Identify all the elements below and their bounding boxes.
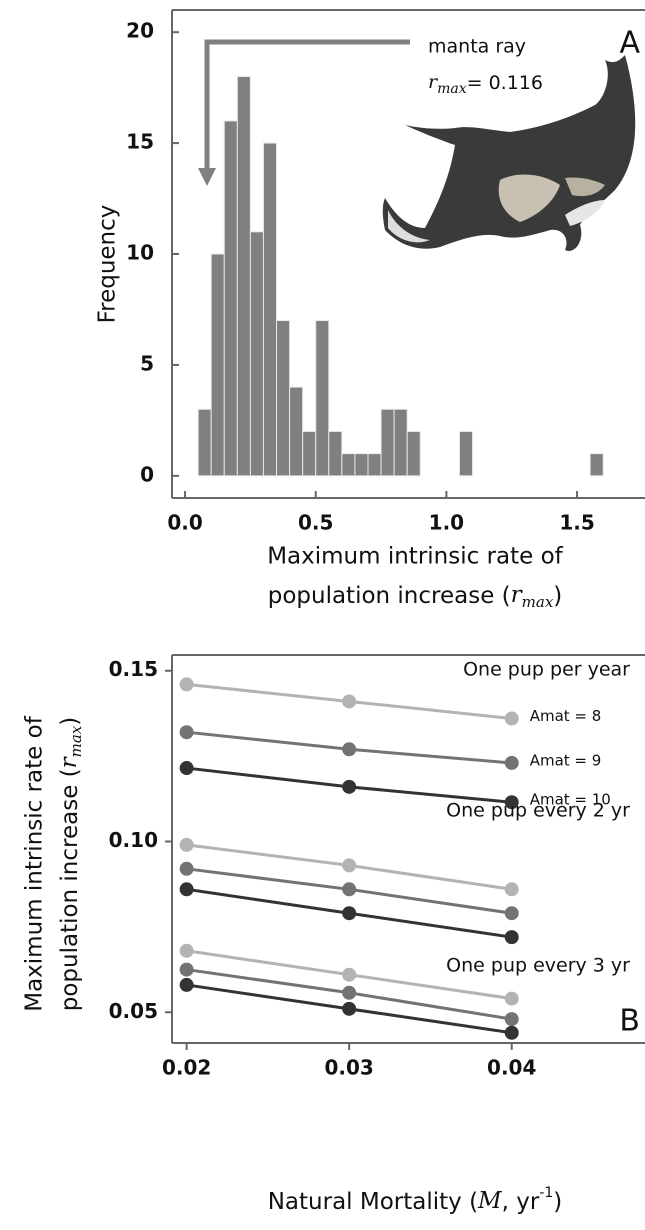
annotation-symbol: r [428, 71, 439, 93]
x-axis-label-part: ) [553, 1189, 562, 1215]
series-point [342, 858, 357, 873]
annotation-text: = 0.116 [467, 72, 543, 94]
y-tick-label: 10 [126, 241, 154, 265]
x-axis-label-end: ) [553, 583, 562, 609]
histogram-bar [328, 430, 343, 477]
x-axis-label: Natural Mortality (M, yr-1) [268, 1185, 563, 1215]
series-point [179, 962, 194, 977]
series-point [504, 882, 519, 897]
y-tick-label: 0.15 [109, 657, 158, 681]
series-point [179, 837, 194, 852]
manta-ray-illustration [382, 55, 636, 251]
y-axis-label: Frequency [95, 205, 121, 324]
series-point [179, 882, 194, 897]
x-axis-label-symbol: r [511, 582, 524, 608]
annotation-subscript: max [437, 81, 467, 97]
y-tick-label: 0 [140, 462, 154, 486]
series-label: Amat = 10 [530, 791, 611, 809]
series-point [342, 985, 357, 1000]
series-point [342, 906, 357, 921]
y-tick-label: 15 [126, 130, 154, 154]
histogram-bar [406, 430, 421, 477]
y-tick-label: 5 [140, 351, 154, 375]
group-label: One pup every 3 yr [446, 955, 630, 977]
series-point [179, 943, 194, 958]
series-point [342, 967, 357, 982]
series-point [179, 861, 194, 876]
histogram-bar [458, 430, 474, 477]
series-point [179, 677, 194, 692]
series-point [504, 991, 519, 1006]
annotation-value: rmax= 0.116 [428, 71, 543, 97]
series-label: Amat = 9 [530, 751, 602, 769]
x-tick-label: 0.5 [298, 511, 333, 535]
x-axis-label: population increase (rmax) [268, 582, 563, 611]
annotation-label: manta ray [428, 36, 526, 58]
y-axis-label-text: population increase ( [57, 768, 83, 1011]
x-axis-label-part: -1 [539, 1185, 553, 1201]
series-point [179, 725, 194, 740]
histogram-bar [380, 408, 395, 477]
y-axis-label-symbol: r [56, 755, 82, 768]
series-point [504, 1012, 519, 1027]
histogram-bar [223, 120, 238, 477]
group-label: One pup per year [463, 659, 630, 681]
series-point [179, 761, 194, 776]
panel-letter: B [619, 1004, 640, 1039]
histogram-bar [262, 142, 278, 477]
series-label: Amat = 8 [530, 707, 602, 725]
histogram-bar [276, 320, 291, 477]
group-label: One pup every 2 yr [446, 800, 630, 822]
x-tick-label: 1.5 [559, 511, 594, 535]
x-tick-label: 0.04 [487, 1056, 536, 1080]
x-axis-label-subscript: max [522, 593, 554, 611]
x-axis-label-part: , yr [502, 1189, 540, 1215]
y-tick-label: 0.05 [109, 999, 158, 1023]
series-point [342, 742, 357, 757]
histogram-bar [341, 453, 356, 477]
series-point [342, 694, 357, 709]
series-point [342, 779, 357, 794]
annotation-arrow [198, 39, 410, 186]
series-point [342, 882, 357, 897]
series-point [504, 1025, 519, 1040]
histogram-bar [315, 320, 330, 477]
series-point [504, 795, 519, 810]
y-tick-label: 20 [126, 19, 154, 43]
y-axis-label-end: ) [57, 717, 83, 726]
x-tick-label: 1.0 [429, 511, 464, 535]
x-tick-label: 0.0 [167, 511, 202, 535]
histogram-bar [249, 231, 264, 477]
y-axis-label-subscript: max [67, 725, 85, 757]
histogram-bar [236, 76, 251, 477]
y-axis-label: population increase (rmax) [56, 717, 85, 1012]
series-point [504, 711, 519, 726]
panel-letter: A [619, 26, 640, 61]
series-point [504, 906, 519, 921]
series-point [179, 977, 194, 992]
x-axis-label-text: population increase ( [268, 583, 511, 609]
x-axis-label: Maximum intrinsic rate of [267, 544, 563, 570]
histogram-bar [393, 408, 408, 477]
histogram-bar [367, 453, 382, 477]
series-point [504, 755, 519, 770]
histogram-bar [302, 430, 317, 477]
histogram-bar [354, 453, 369, 477]
histogram-bar [589, 453, 604, 477]
histogram-bar [197, 408, 212, 477]
x-tick-label: 0.02 [162, 1056, 211, 1080]
y-axis-label: Maximum intrinsic rate of [22, 715, 48, 1011]
histogram-bar [289, 386, 304, 477]
histogram-bar [210, 253, 225, 477]
series-point [342, 1001, 357, 1016]
x-axis-label-part: M [477, 1188, 503, 1214]
series-point [504, 930, 519, 945]
x-axis-label-part: Natural Mortality ( [268, 1189, 478, 1215]
x-tick-label: 0.03 [324, 1056, 373, 1080]
y-tick-label: 0.10 [109, 828, 158, 852]
